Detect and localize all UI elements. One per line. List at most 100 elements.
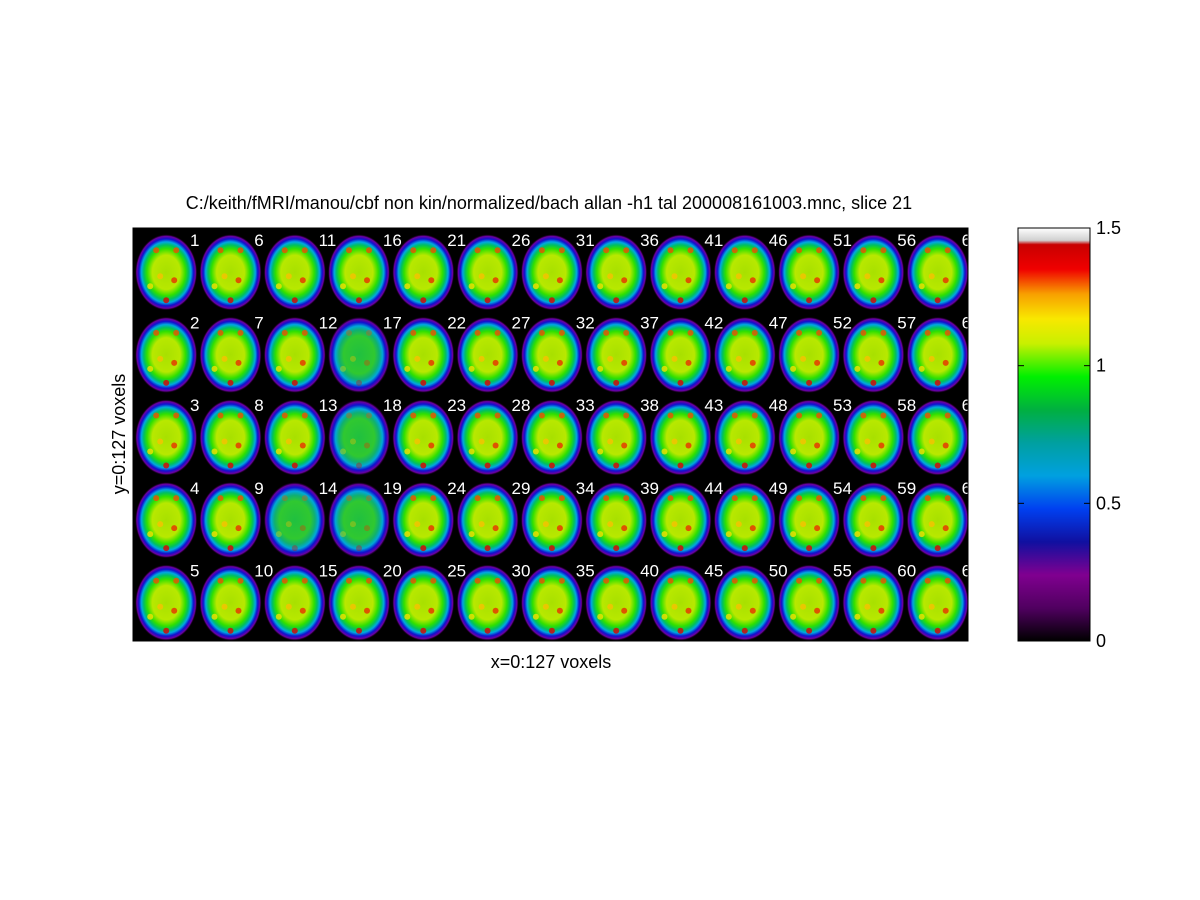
- activation-spot: [484, 627, 491, 634]
- brain-slice: [135, 234, 198, 311]
- brain-slice-image: [842, 234, 905, 311]
- activation-spot: [790, 365, 797, 372]
- activation-spot: [492, 442, 499, 449]
- activation-spot: [173, 412, 180, 419]
- activation-spot: [735, 438, 742, 445]
- activation-spot: [157, 603, 164, 610]
- activation-spot: [301, 495, 308, 502]
- activation-spot: [621, 359, 628, 366]
- activation-spot: [878, 607, 885, 614]
- activation-spot: [410, 247, 417, 254]
- activation-spot: [484, 297, 491, 304]
- activation-spot: [731, 247, 738, 254]
- activation-spot: [671, 355, 678, 362]
- activation-spot: [751, 247, 758, 254]
- activation-spot: [928, 521, 935, 528]
- activation-spot: [880, 412, 887, 419]
- activation-spot: [790, 283, 797, 290]
- slice-number-label: 42: [704, 314, 723, 333]
- brain-slice: [456, 399, 519, 476]
- brain-slice: [392, 399, 455, 476]
- activation-spot: [299, 359, 306, 366]
- activation-spot: [356, 545, 362, 552]
- brain-slice: [456, 234, 519, 311]
- activation-spot: [687, 495, 694, 502]
- brain-slice: [199, 399, 262, 476]
- activation-spot: [217, 329, 224, 336]
- activation-spot: [623, 247, 630, 254]
- activation-spot: [597, 365, 604, 372]
- brain-slice: [585, 316, 648, 393]
- brain-slice-image: [199, 234, 262, 311]
- brain-slice: [263, 316, 326, 393]
- activation-spot: [291, 297, 298, 304]
- brain-slice: [585, 234, 648, 311]
- activation-spot: [749, 277, 756, 284]
- activation-spot: [163, 297, 170, 304]
- activation-spot: [340, 613, 346, 620]
- activation-spot: [735, 355, 742, 362]
- activation-spot: [942, 277, 949, 284]
- brain-slice-image: [263, 399, 326, 476]
- activation-spot: [685, 359, 692, 366]
- brain-slice-image: [199, 399, 262, 476]
- brain-slice-image: [135, 316, 198, 393]
- activation-spot: [621, 607, 628, 614]
- brain-slice-image: [328, 316, 390, 393]
- brain-slice-image: [456, 564, 519, 641]
- activation-spot: [790, 531, 797, 538]
- brain-slice: [906, 234, 968, 311]
- brain-slice-image: [778, 234, 841, 311]
- colorbar-tick-label: 1.5: [1096, 218, 1121, 238]
- activation-spot: [924, 577, 931, 584]
- activation-spot: [173, 495, 180, 502]
- activation-spot: [227, 627, 234, 634]
- activation-spot: [860, 412, 867, 419]
- activation-spot: [607, 273, 614, 280]
- brain-slice: [199, 564, 262, 641]
- brain-slice: [842, 564, 905, 641]
- activation-spot: [356, 379, 362, 386]
- brain-slice: [328, 234, 390, 311]
- activation-spot: [942, 442, 949, 449]
- brain-slice-image: [713, 399, 776, 476]
- brain-slice: [713, 399, 776, 476]
- activation-spot: [492, 277, 499, 284]
- activation-spot: [538, 495, 545, 502]
- activation-spot: [275, 531, 282, 538]
- slice-number-label: 26: [512, 231, 531, 250]
- activation-spot: [918, 283, 925, 290]
- activation-spot: [364, 359, 370, 366]
- brain-slice: [842, 482, 905, 559]
- activation-spot: [806, 297, 813, 304]
- activation-spot: [428, 359, 435, 366]
- activation-spot: [621, 442, 628, 449]
- activation-spot: [751, 495, 758, 502]
- slice-number-label: 59: [897, 479, 916, 498]
- activation-spot: [171, 442, 178, 449]
- brain-slice: [520, 234, 583, 311]
- activation-spot: [532, 448, 539, 455]
- activation-spot: [157, 355, 164, 362]
- activation-spot: [542, 438, 549, 445]
- activation-spot: [749, 525, 756, 532]
- brain-slice-image: [713, 482, 776, 559]
- activation-spot: [217, 247, 224, 254]
- activation-spot: [749, 442, 756, 449]
- activation-spot: [677, 379, 684, 386]
- activation-spot: [928, 273, 935, 280]
- activation-spot: [414, 603, 421, 610]
- activation-spot: [816, 329, 823, 336]
- activation-spot: [163, 627, 170, 634]
- slice-number-label: 23: [447, 396, 466, 415]
- slice-number-label: 12: [319, 314, 338, 333]
- activation-spot: [816, 412, 823, 419]
- activation-spot: [735, 603, 742, 610]
- activation-spot: [474, 247, 481, 254]
- brain-slice: [199, 482, 262, 559]
- activation-spot: [556, 277, 563, 284]
- activation-spot: [301, 577, 308, 584]
- activation-spot: [478, 521, 485, 528]
- activation-spot: [356, 462, 362, 469]
- brain-slice: [392, 234, 455, 311]
